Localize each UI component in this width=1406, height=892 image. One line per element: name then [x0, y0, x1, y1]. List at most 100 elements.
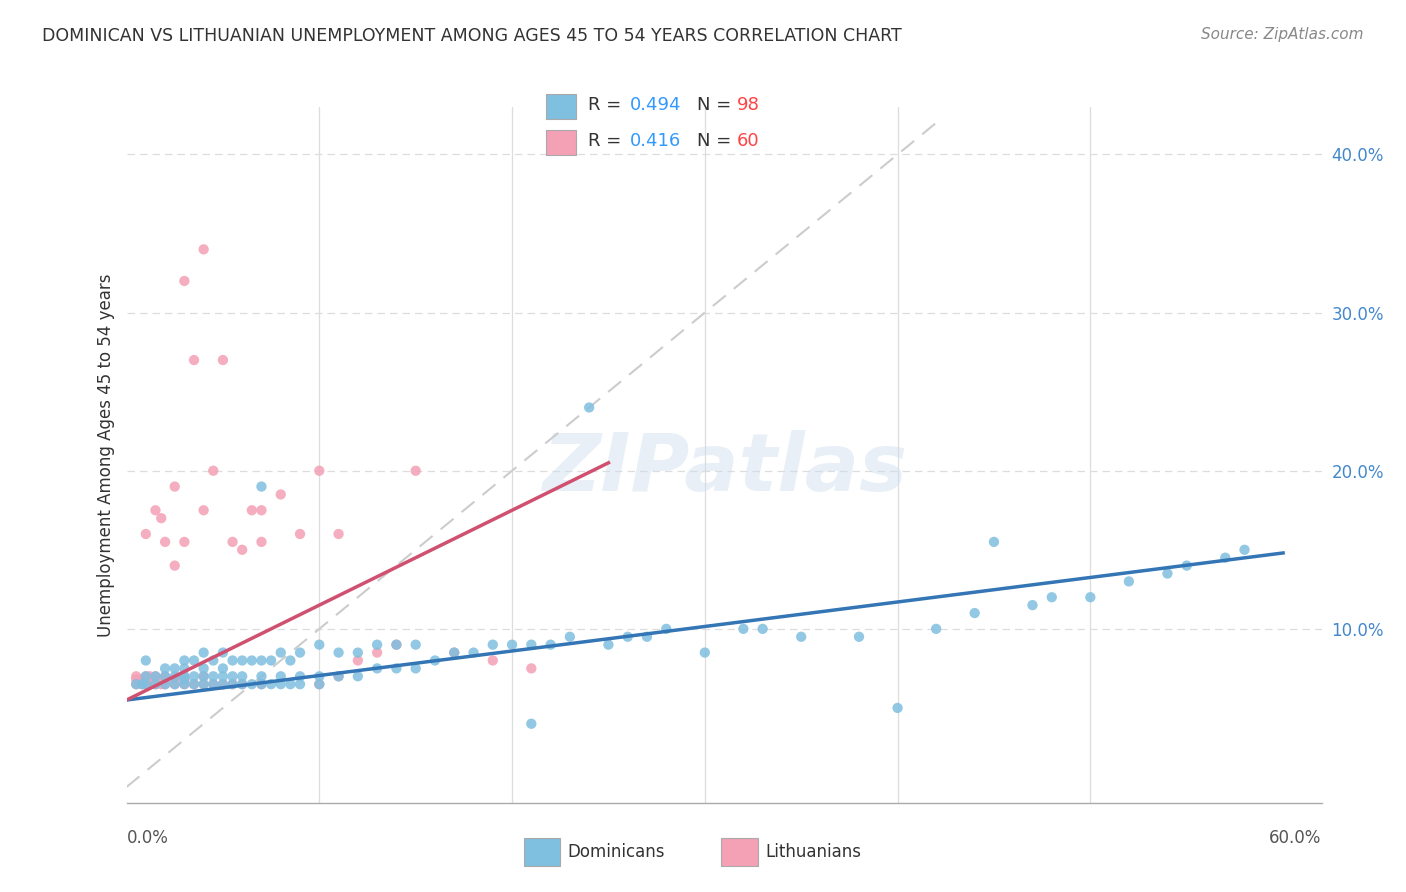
Point: [212, 677, 235, 691]
Point: [153, 669, 176, 683]
Point: [131, 673, 153, 687]
Text: Dominicans: Dominicans: [568, 843, 665, 861]
Point: [221, 677, 243, 691]
Point: [925, 622, 948, 636]
Point: [173, 677, 195, 691]
Point: [366, 638, 388, 652]
Point: [463, 646, 485, 660]
Point: [193, 646, 215, 660]
Point: [1156, 566, 1178, 581]
Point: [693, 646, 716, 660]
Point: [270, 487, 292, 501]
FancyBboxPatch shape: [524, 838, 561, 866]
Point: [125, 677, 148, 691]
Text: 60.0%: 60.0%: [1270, 829, 1322, 847]
Point: [173, 673, 195, 687]
Point: [443, 646, 465, 660]
FancyBboxPatch shape: [546, 129, 576, 155]
Point: [288, 527, 311, 541]
Point: [193, 677, 215, 691]
Point: [153, 677, 176, 691]
Point: [212, 669, 235, 683]
Point: [733, 622, 755, 636]
Point: [655, 622, 678, 636]
Point: [443, 646, 465, 660]
Point: [173, 274, 195, 288]
Point: [250, 653, 273, 667]
Point: [202, 677, 225, 691]
Text: ZIPatlas: ZIPatlas: [541, 430, 907, 508]
Point: [163, 677, 186, 691]
Point: [385, 638, 408, 652]
Point: [173, 653, 195, 667]
Point: [221, 653, 243, 667]
Point: [1021, 598, 1043, 612]
Point: [145, 669, 167, 683]
Y-axis label: Unemployment Among Ages 45 to 54 years: Unemployment Among Ages 45 to 54 years: [97, 273, 115, 637]
Point: [250, 677, 273, 691]
Point: [250, 669, 273, 683]
Point: [135, 527, 157, 541]
Point: [423, 653, 446, 667]
Text: R =: R =: [588, 132, 627, 150]
Point: [221, 534, 243, 549]
Point: [131, 677, 153, 691]
Point: [150, 677, 173, 691]
Point: [145, 677, 167, 691]
Point: [212, 353, 235, 368]
Point: [193, 503, 215, 517]
Point: [347, 669, 370, 683]
Point: [163, 669, 186, 683]
Text: Source: ZipAtlas.com: Source: ZipAtlas.com: [1201, 27, 1364, 42]
Point: [163, 661, 186, 675]
Point: [308, 677, 330, 691]
Point: [173, 673, 195, 687]
Point: [183, 669, 205, 683]
Point: [636, 630, 658, 644]
Point: [183, 677, 205, 691]
Point: [212, 677, 235, 691]
Point: [1040, 591, 1063, 605]
Text: 0.494: 0.494: [630, 96, 682, 114]
Point: [183, 677, 205, 691]
Point: [193, 669, 215, 683]
Point: [540, 638, 562, 652]
Text: 60: 60: [737, 132, 759, 150]
Point: [1233, 542, 1256, 557]
Point: [308, 638, 330, 652]
Point: [145, 673, 167, 687]
Point: [1213, 550, 1236, 565]
Point: [347, 653, 370, 667]
Point: [202, 464, 225, 478]
Point: [173, 677, 195, 691]
Point: [240, 653, 263, 667]
Point: [288, 677, 311, 691]
Point: [202, 677, 225, 691]
Point: [231, 677, 253, 691]
Point: [145, 677, 167, 691]
Point: [163, 479, 186, 493]
Point: [125, 677, 148, 691]
Point: [501, 638, 523, 652]
Point: [308, 669, 330, 683]
Point: [173, 534, 195, 549]
Text: N =: N =: [697, 96, 737, 114]
Point: [328, 669, 350, 683]
Point: [231, 669, 253, 683]
Point: [366, 661, 388, 675]
Text: R =: R =: [588, 96, 627, 114]
Point: [202, 669, 225, 683]
Point: [405, 661, 427, 675]
Point: [308, 677, 330, 691]
Point: [173, 661, 195, 675]
Point: [558, 630, 581, 644]
Point: [1118, 574, 1140, 589]
Point: [173, 669, 195, 683]
Point: [145, 669, 167, 683]
Point: [212, 646, 235, 660]
Point: [983, 534, 1005, 549]
Point: [481, 638, 503, 652]
Point: [153, 677, 176, 691]
Point: [250, 677, 273, 691]
Text: Lithuanians: Lithuanians: [765, 843, 860, 861]
